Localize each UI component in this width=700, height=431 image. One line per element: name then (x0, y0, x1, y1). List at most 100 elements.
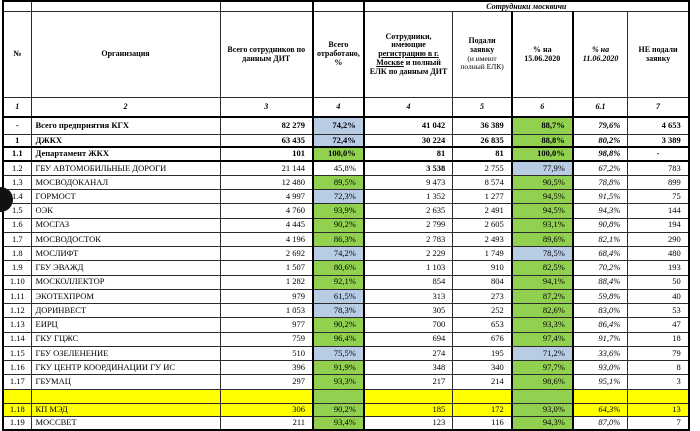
cell-applied: 172 (452, 402, 513, 417)
table-row: 1.12 ДОРИНВЕСТ 1 053 78,3% 305 252 82,6% 83,0% 5… (2, 302, 690, 319)
cell-organization: Всего предприятия КГХ (30, 116, 221, 135)
col-number: 6 (510, 97, 574, 118)
col-number: 1 (2, 97, 32, 118)
cell-percent-11-06: 91,5% (572, 188, 629, 205)
cell-moscow-registered: 1 103 (363, 260, 454, 276)
empty-cell (2, 1, 32, 12)
cell-percent-15-06: 94,5% (510, 203, 574, 219)
col-header-not-applied: НЕ подали заявку (627, 11, 690, 98)
cell-percent-15-06: 93,0% (510, 402, 574, 417)
table-row: 1.3 МОСВОДОКАНАЛ 12 480 89,5% 9 473 8 574 90,5… (2, 174, 690, 191)
cell-percent-11-06: 91,7% (572, 331, 629, 347)
cell-percent-11-06: 79,6% (572, 116, 629, 135)
cell-not-applied: 75 (627, 188, 690, 205)
col-number: 4 (312, 97, 365, 118)
underlined-header-text: регистрацию в г. Москве (376, 49, 439, 67)
cell-not-applied: 79 (627, 345, 690, 362)
cell-total-employees: 101 (219, 146, 314, 162)
cell-worked-percent: 72,3% (312, 188, 365, 205)
cell-applied: 2 491 (452, 203, 513, 219)
cell-percent-15-06: 97,7% (510, 359, 574, 376)
black-dot-artifact (0, 187, 13, 212)
col-header-worked: Всего отработано, % (312, 11, 365, 98)
cell-total-employees: 12 480 (219, 174, 314, 191)
cell-percent-11-06: 93,0% (572, 359, 629, 376)
cell-not-applied: 8 (627, 359, 690, 376)
cell-moscow-registered: 694 (363, 331, 454, 347)
cell-total-employees: 1 282 (219, 274, 314, 290)
cell-organization: МОССВЕТ (30, 415, 221, 431)
cell-applied: 2 605 (452, 217, 513, 233)
cell-organization: Департамент ЖКХ (30, 146, 221, 162)
cell-row-number: 1.17 (2, 374, 32, 390)
cell-row-number: 1.16 (2, 359, 32, 376)
cell-applied: 81 (452, 146, 513, 162)
empty-cell (30, 1, 221, 12)
cell-organization: ЭКОТЕХПРОМ (30, 288, 221, 305)
cell-not-applied: 290 (627, 231, 690, 248)
cell-percent-11-06: 88,4% (572, 274, 629, 290)
cell-worked-percent: 90,2% (312, 402, 365, 417)
cell-percent-15-06 (510, 388, 574, 404)
cell-not-applied: 4 653 (627, 116, 690, 135)
cell-applied: 2 493 (452, 231, 513, 248)
cell-total-employees: 306 (219, 402, 314, 417)
cell-row-number: 1.19 (2, 415, 32, 431)
cell-total-employees: 297 (219, 374, 314, 390)
cell-organization: ГКУ ГЦЖС (30, 331, 221, 347)
table-row: 1.18 КП МЭД 306 90,2% 185 172 93,0% 64,3% 13 (2, 402, 690, 417)
table-row: 1.9 ГБУ ЭВАЖД 1 507 80,6% 1 103 910 82,5% 70,2%… (2, 260, 690, 276)
cell-organization: МОСЛИФТ (30, 245, 221, 262)
cell-worked-percent: 90,2% (312, 217, 365, 233)
cell-not-applied: 899 (627, 174, 690, 191)
col-number: 6.1 (572, 97, 629, 118)
cell-not-applied: 3 (627, 374, 690, 390)
cell-applied: 1 277 (452, 188, 513, 205)
column-header-row: № Организация Всего сотрудников по данны… (2, 11, 690, 98)
cell-not-applied: 18 (627, 331, 690, 347)
column-numbering-row: 1 2 3 4 4 5 6 6.1 7 (2, 97, 690, 118)
cell-total-employees: 21 144 (219, 160, 314, 176)
cell-moscow-registered: 700 (363, 317, 454, 333)
table-row: - Всего предприятия КГХ 82 279 74,2% 41 042 3… (2, 116, 690, 135)
cell-total-employees: 4 196 (219, 231, 314, 248)
cell-not-applied: 480 (627, 245, 690, 262)
table-row: 1.17 ГБУМАЦ 297 93,3% 217 214 98,6% 95,1% 3 (2, 374, 690, 390)
cell-percent-11-06: 98,8% (572, 146, 629, 162)
cell-total-employees: 977 (219, 317, 314, 333)
cell-worked-percent: 93,3% (312, 374, 365, 390)
cell-applied: 653 (452, 317, 513, 333)
cell-total-employees: 4 997 (219, 188, 314, 205)
table-row: 1.2 ГБУ АВТОМОБИЛЬНЫЕ ДОРОГИ 21 144 45,8% 3 … (2, 160, 690, 176)
cell-applied: 340 (452, 359, 513, 376)
cell-percent-15-06: 89,6% (510, 231, 574, 248)
cell-moscow-registered: 2 799 (363, 217, 454, 233)
cell-percent-15-06: 94,3% (510, 415, 574, 431)
col-header-num: № (2, 11, 32, 98)
cell-applied: 36 389 (452, 116, 513, 135)
cell-moscow-registered: 854 (363, 274, 454, 290)
table-row: 1.5 ОЭК 4 760 93,9% 2 635 2 491 94,5% 94,3% 144 (2, 203, 690, 219)
cell-not-applied: 7 (627, 415, 690, 431)
cell-worked-percent: 92,1% (312, 274, 365, 290)
cell-total-employees: 1 053 (219, 302, 314, 319)
col-header-org: Организация (30, 11, 221, 98)
cell-applied: 252 (452, 302, 513, 319)
col-number: 7 (627, 97, 690, 118)
cell-moscow-registered: 30 224 (363, 133, 454, 148)
cell-worked-percent: 80,6% (312, 260, 365, 276)
cell-organization: МОСГАЗ (30, 217, 221, 233)
cell-percent-15-06: 77,9% (510, 160, 574, 176)
cell-percent-15-06: 88,8% (510, 133, 574, 148)
cell-percent-15-06: 82,5% (510, 260, 574, 276)
cell-percent-11-06: 68,4% (572, 245, 629, 262)
cell-percent-11-06: 95,1% (572, 374, 629, 390)
table-row: 1.16 ГКУ ЦЕНТР КООРДИНАЦИИ ГУ ИС 396 91,9% 3… (2, 359, 690, 376)
cell-row-number: 1.7 (2, 231, 32, 248)
cell-percent-15-06: 97,4% (510, 331, 574, 347)
cell-percent-11-06: 90,8% (572, 217, 629, 233)
cell-applied (452, 388, 513, 404)
cell-applied: 273 (452, 288, 513, 305)
cell-applied: 214 (452, 374, 513, 390)
cell-row-number: 1.14 (2, 331, 32, 347)
